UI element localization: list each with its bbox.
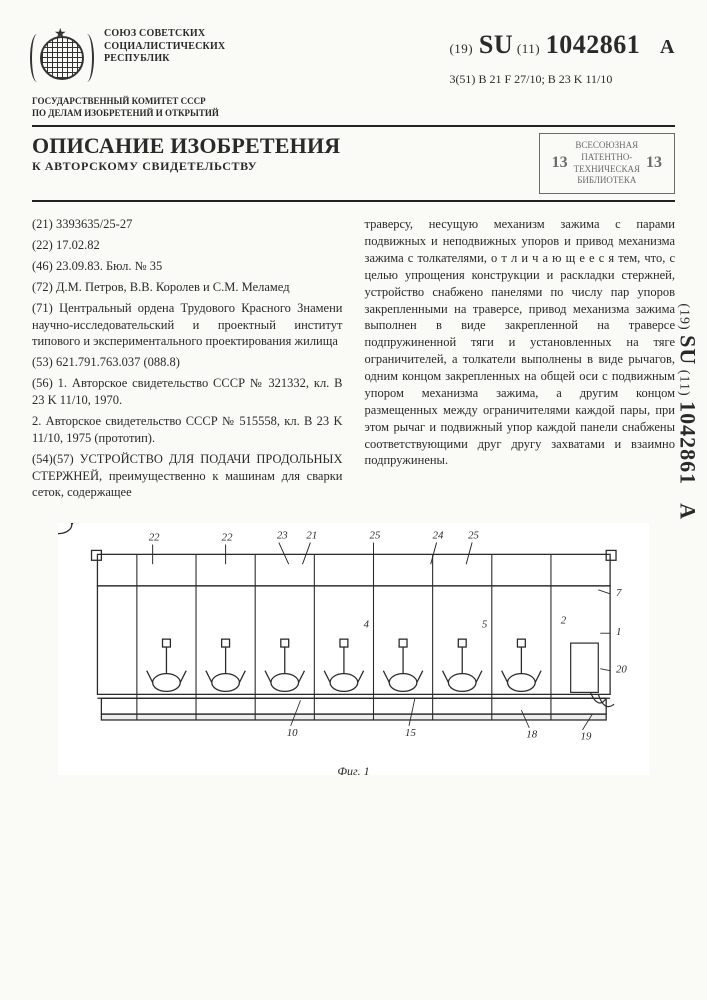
republics-line: РЕСПУБЛИК — [104, 53, 225, 66]
svg-text:1: 1 — [616, 626, 621, 638]
two-column-body: (21) 3393635/25-27 (22) 17.02.82 (46) 23… — [32, 216, 675, 505]
right-column: траверсу, несущую механизм зажима с пара… — [365, 216, 676, 505]
biblio-field-54: (54)(57) УСТРОЙСТВО ДЛЯ ПОДАЧИ ПРОДОЛЬНЫ… — [32, 451, 343, 502]
republics-line: СОЦИАЛИСТИЧЕСКИХ — [104, 41, 225, 54]
document-title: ОПИСАНИЕ ИЗОБРЕТЕНИЯ — [32, 133, 529, 159]
svg-text:10: 10 — [286, 727, 297, 739]
biblio-field-21: (21) 3393635/25-27 — [32, 216, 343, 233]
biblio-field-71: (71) Центральный ордена Трудового Красно… — [32, 300, 343, 351]
stamp-number: 13 — [552, 153, 568, 174]
figure-svg: 22 22 23 21 25 24 25 7 1 20 10 15 18 19 … — [58, 523, 650, 775]
republics-line: СОЮЗ СОВЕТСКИХ — [104, 28, 225, 41]
biblio-field-56-1: (56) 1. Авторское свидетельство СССР № 3… — [32, 375, 343, 409]
publication-code: (19) SU (11) 1042861 A — [449, 30, 675, 60]
svg-text:21: 21 — [306, 530, 317, 542]
svg-text:4: 4 — [363, 619, 369, 631]
left-column: (21) 3393635/25-27 (22) 17.02.82 (46) 23… — [32, 216, 343, 505]
svg-text:24: 24 — [432, 530, 443, 542]
committee-label: ГОСУДАРСТВЕННЫЙ КОМИТЕТ СССР ПО ДЕЛАМ ИЗ… — [32, 96, 675, 119]
svg-text:2: 2 — [561, 615, 567, 627]
ref-num: 22 — [148, 532, 159, 544]
ussr-emblem-icon: ★ — [32, 28, 92, 88]
library-stamp: 13 ВСЕСОЮЗНАЯ ПАТЕНТНО- ТЕХНИЧЕСКАЯ БИБЛ… — [539, 133, 675, 194]
patent-page: ★ СОЮЗ СОВЕТСКИХ СОЦИАЛИСТИЧЕСКИХ РЕСПУБ… — [0, 0, 707, 787]
biblio-field-46: (46) 23.09.83. Бюл. № 35 — [32, 258, 343, 275]
svg-text:15: 15 — [405, 727, 416, 739]
svg-text:7: 7 — [616, 587, 622, 599]
title-row: ОПИСАНИЕ ИЗОБРЕТЕНИЯ К АВТОРСКОМУ СВИДЕТ… — [32, 133, 675, 194]
figure-caption: Фиг. 1 — [337, 764, 369, 779]
figure-1: 22 22 23 21 25 24 25 7 1 20 10 15 18 19 … — [58, 523, 650, 775]
publication-number-block: (19) SU (11) 1042861 A 3(51) B 21 F 27/1… — [449, 28, 675, 87]
divider — [32, 200, 675, 202]
svg-text:22: 22 — [221, 532, 232, 544]
svg-text:5: 5 — [482, 619, 488, 631]
biblio-field-53: (53) 621.791.763.037 (088.8) — [32, 354, 343, 371]
biblio-field-22: (22) 17.02.82 — [32, 237, 343, 254]
biblio-field-56-2: 2. Авторское свидетельство СССР № 515558… — [32, 413, 343, 447]
svg-text:18: 18 — [526, 729, 537, 741]
svg-text:25: 25 — [468, 530, 479, 542]
side-publication-code: (19) SU (11) 1042861 A — [675, 303, 701, 520]
svg-text:19: 19 — [580, 731, 591, 743]
svg-text:20: 20 — [616, 664, 627, 676]
abstract-text: траверсу, несущую механизм зажима с пара… — [365, 216, 676, 469]
svg-text:23: 23 — [277, 530, 288, 542]
stamp-number: 13 — [646, 153, 662, 174]
republics-label: СОЮЗ СОВЕТСКИХ СОЦИАЛИСТИЧЕСКИХ РЕСПУБЛИ… — [104, 28, 225, 66]
ipc-classification: 3(51) B 21 F 27/10; B 23 K 11/10 — [449, 72, 612, 87]
svg-text:25: 25 — [369, 530, 380, 542]
divider — [32, 125, 675, 127]
header-row: ★ СОЮЗ СОВЕТСКИХ СОЦИАЛИСТИЧЕСКИХ РЕСПУБ… — [32, 28, 675, 88]
biblio-field-72: (72) Д.М. Петров, В.В. Королев и С.М. Ме… — [32, 279, 343, 296]
document-subtitle: К АВТОРСКОМУ СВИДЕТЕЛЬСТВУ — [32, 159, 529, 174]
